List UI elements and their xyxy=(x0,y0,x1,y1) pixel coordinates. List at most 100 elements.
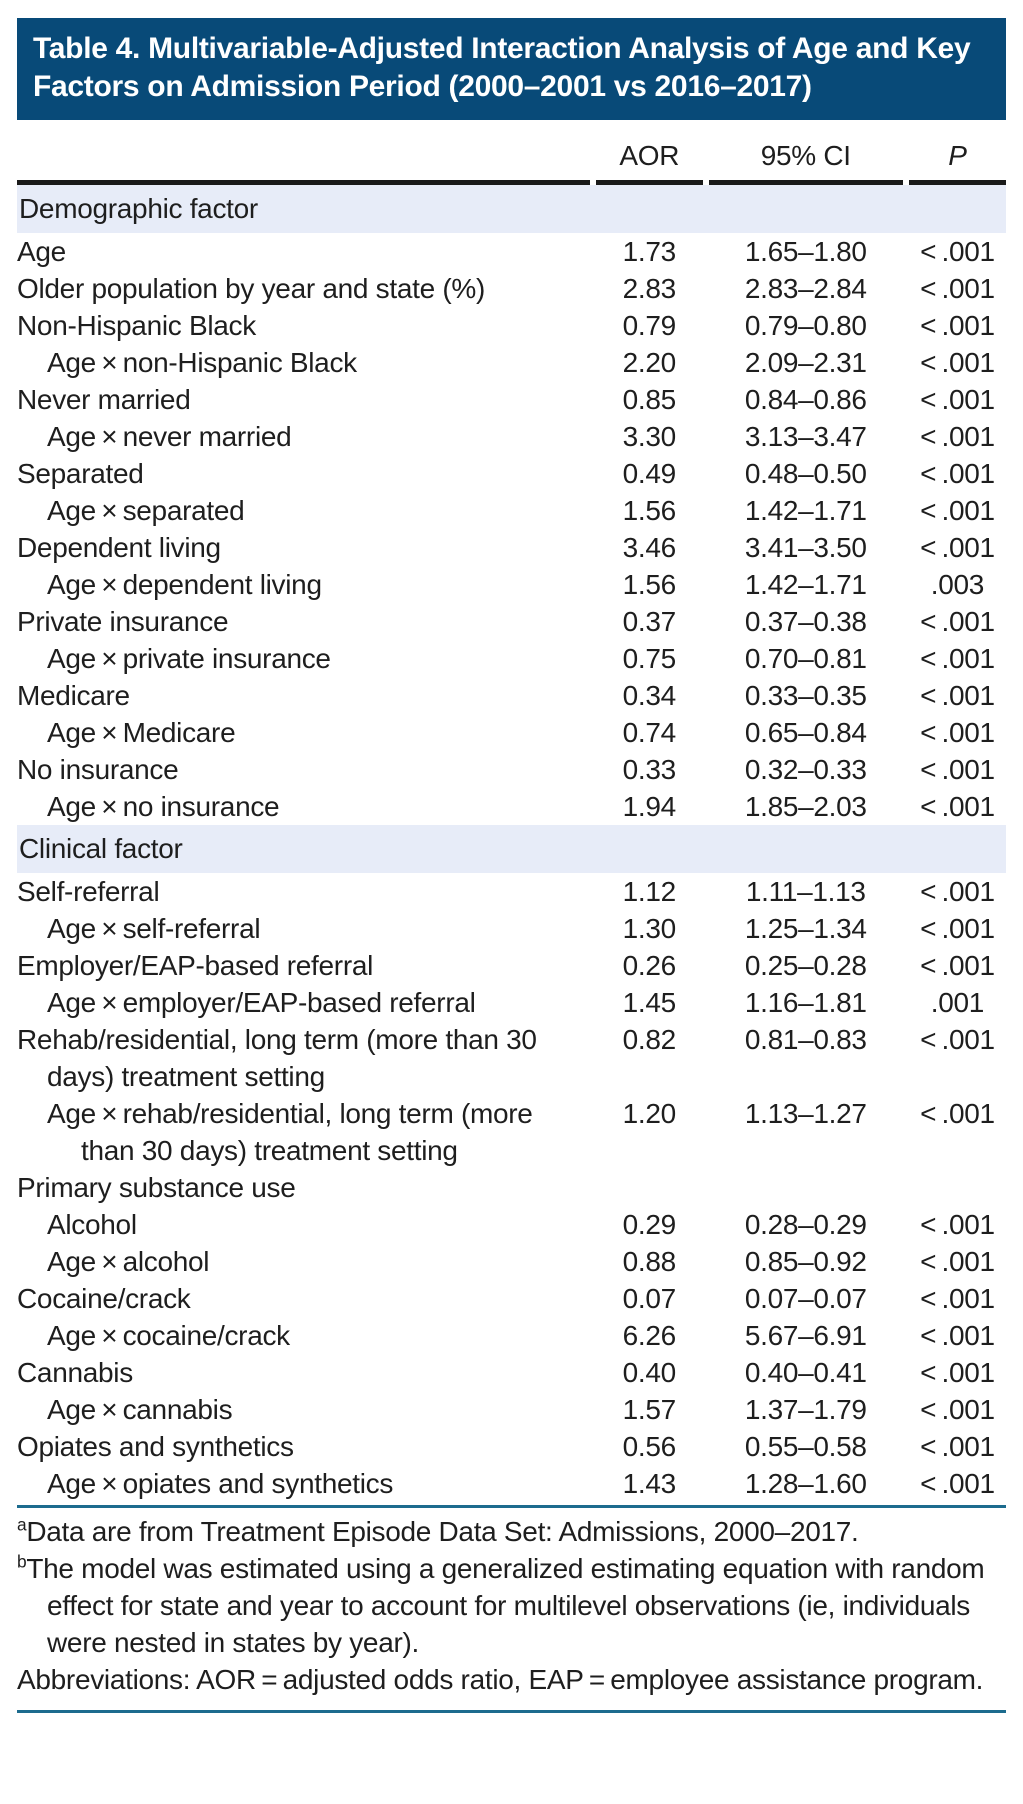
ci-value: 5.67–6.91 xyxy=(744,1320,867,1351)
p-value: < .001 xyxy=(920,458,995,489)
ci-value: 1.85–2.03 xyxy=(744,791,867,822)
row-label: Age × non-Hispanic Black xyxy=(47,347,357,378)
table-row: Age × rehab/residential, long term (more… xyxy=(17,1095,1006,1169)
ci-value: 2.09–2.31 xyxy=(744,347,867,378)
row-label: No insurance xyxy=(17,754,179,785)
ci-value: 0.81–0.83 xyxy=(744,1024,867,1055)
p-value: < .001 xyxy=(920,950,995,981)
ci-value: 0.79–0.80 xyxy=(744,310,867,341)
row-label: Cannabis xyxy=(17,1357,133,1388)
table-section-row: Clinical factor xyxy=(17,825,1006,873)
ci-value: 0.37–0.38 xyxy=(744,606,867,637)
p-value: .003 xyxy=(930,569,985,600)
table-row: Employer/EAP-based referral 0.26 0.25–0.28… xyxy=(17,947,1006,984)
header-ci: 95% CI xyxy=(708,134,903,185)
page-bottom-rule xyxy=(17,1710,1006,1713)
table-title: Table 4. Multivariable-Adjusted Interact… xyxy=(33,32,971,103)
row-label: Dependent living xyxy=(17,532,221,563)
header-empty-cell xyxy=(17,134,590,185)
table-row: Primary substance use xyxy=(17,1169,1006,1206)
table-bottom-rule xyxy=(17,1505,1006,1508)
table-title-bar: Table 4. Multivariable-Adjusted Interact… xyxy=(17,18,1006,120)
p-value: < .001 xyxy=(920,347,995,378)
ci-value: 0.55–0.58 xyxy=(744,1431,867,1462)
table-row: Dependent living 3.46 3.41–3.50 < .001 xyxy=(17,529,1006,566)
ci-value: 1.13–1.27 xyxy=(744,1098,867,1129)
aor-value: 2.20 xyxy=(622,347,677,378)
table-row: Non-Hispanic Black 0.79 0.79–0.80 < .001 xyxy=(17,307,1006,344)
row-label: Cocaine/crack xyxy=(17,1283,191,1314)
table-row: Age × Medicare 0.74 0.65–0.84 < .001 xyxy=(17,714,1006,751)
ci-value: 3.41–3.50 xyxy=(744,532,867,563)
table-row: Self-referral 1.12 1.11–1.13 < .001 xyxy=(17,873,1006,910)
table-row: Age × opiates and synthetics 1.43 1.28–1.6… xyxy=(17,1465,1006,1502)
aor-value: 1.94 xyxy=(622,791,677,822)
p-value: < .001 xyxy=(920,606,995,637)
p-value: < .001 xyxy=(920,791,995,822)
aor-value: 0.29 xyxy=(622,1209,677,1240)
row-label: Age × self-referral xyxy=(47,913,261,944)
row-label: Opiates and synthetics xyxy=(17,1431,294,1462)
ci-value: 1.25–1.34 xyxy=(744,913,867,944)
aor-value: 0.74 xyxy=(622,717,677,748)
table-row: Age × no insurance 1.94 1.85–2.03 < .001 xyxy=(17,788,1006,825)
ci-value: 0.48–0.50 xyxy=(744,458,867,489)
ci-value: 0.25–0.28 xyxy=(744,950,867,981)
row-label: Primary substance use xyxy=(17,1172,296,1203)
table-row: Age × employer/EAP-based referral 1.45 1.1… xyxy=(17,984,1006,1021)
header-row: AOR 95% CI P xyxy=(17,134,1006,185)
ci-value: 1.16–1.81 xyxy=(744,987,867,1018)
row-label: Age × cocaine/crack xyxy=(47,1320,290,1351)
ci-value: 1.42–1.71 xyxy=(744,569,867,600)
row-label: Never married xyxy=(17,384,191,415)
ci-value: 2.83–2.84 xyxy=(744,273,867,304)
ci-value: 3.13–3.47 xyxy=(744,421,867,452)
row-label: Age × no insurance xyxy=(47,791,280,822)
p-value: < .001 xyxy=(920,495,995,526)
row-label: Age × Medicare xyxy=(47,717,236,748)
p-value: < .001 xyxy=(920,754,995,785)
ci-value: 0.85–0.92 xyxy=(744,1246,867,1277)
aor-value: 0.37 xyxy=(622,606,677,637)
p-value: < .001 xyxy=(920,643,995,674)
section-label: Clinical factor xyxy=(17,825,1006,873)
row-label: Alcohol xyxy=(47,1209,137,1240)
p-value: < .001 xyxy=(920,1431,995,1462)
p-value: .001 xyxy=(930,987,985,1018)
ci-value xyxy=(709,1169,903,1206)
row-label: Age × never married xyxy=(47,421,292,452)
aor-value: 1.20 xyxy=(622,1098,677,1129)
row-label: Age × private insurance xyxy=(47,643,331,674)
table-row: Never married 0.85 0.84–0.86 < .001 xyxy=(17,381,1006,418)
row-label: Private insurance xyxy=(17,606,229,637)
p-value: < .001 xyxy=(920,913,995,944)
ci-value: 0.40–0.41 xyxy=(744,1357,867,1388)
ci-value: 1.65–1.80 xyxy=(744,236,867,267)
table-body: Demographic factor Age 1.73 1.65–1.80 < .001… xyxy=(17,185,1006,1502)
row-label: Age × rehab/residential, long term (more… xyxy=(47,1098,533,1166)
table-row: Age × separated 1.56 1.42–1.71 < .001 xyxy=(17,492,1006,529)
ci-value: 0.07–0.07 xyxy=(744,1283,867,1314)
p-value: < .001 xyxy=(920,1283,995,1314)
aor-value: 0.75 xyxy=(622,643,677,674)
section-label: Demographic factor xyxy=(17,185,1006,233)
aor-value: 1.56 xyxy=(622,495,677,526)
row-label: Separated xyxy=(17,458,144,489)
row-label: Non-Hispanic Black xyxy=(17,310,256,341)
p-value: < .001 xyxy=(920,1468,995,1499)
aor-value: 0.49 xyxy=(622,458,677,489)
table-row: Age × private insurance 0.75 0.70–0.81 < .0… xyxy=(17,640,1006,677)
aor-value: 1.43 xyxy=(622,1468,677,1499)
aor-value: 0.56 xyxy=(622,1431,677,1462)
p-value: < .001 xyxy=(920,1209,995,1240)
p-value: < .001 xyxy=(920,532,995,563)
row-label: Age × dependent living xyxy=(47,569,322,600)
row-label: Age × employer/EAP-based referral xyxy=(47,987,476,1018)
footnotes: aData are from Treatment Episode Data Se… xyxy=(17,1508,1006,1698)
ci-value: 1.42–1.71 xyxy=(744,495,867,526)
table-row: Age × alcohol 0.88 0.85–0.92 < .001 xyxy=(17,1243,1006,1280)
table-row: Separated 0.49 0.48–0.50 < .001 xyxy=(17,455,1006,492)
header-p: P xyxy=(908,134,1006,185)
footnote: Abbreviations: AOR = adjusted odds ratio… xyxy=(17,1664,984,1695)
data-table: AOR 95% CI P Demographic factor Age 1.73 1.… xyxy=(11,134,1012,1502)
